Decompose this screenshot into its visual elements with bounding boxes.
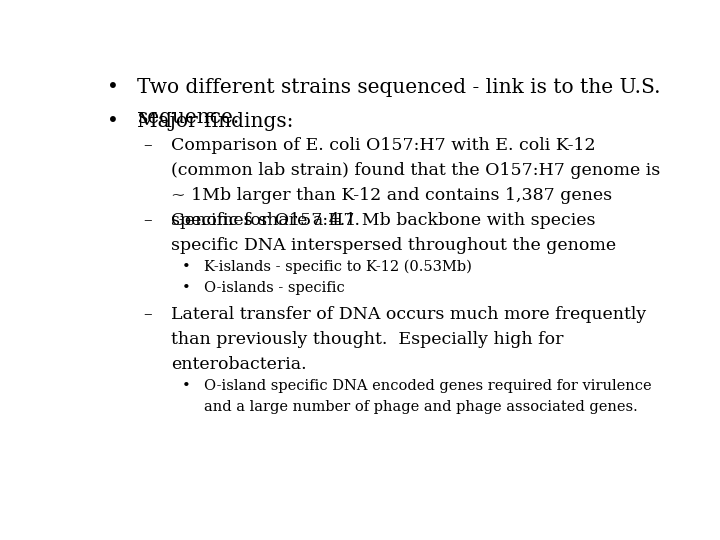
Text: ~ 1Mb larger than K-12 and contains 1,387 genes: ~ 1Mb larger than K-12 and contains 1,38… — [171, 187, 612, 204]
Text: specific for O157:H7.: specific for O157:H7. — [171, 212, 360, 229]
Text: –: – — [143, 212, 152, 229]
Text: than previously thought.  Especially high for: than previously thought. Especially high… — [171, 332, 564, 348]
Text: •: • — [182, 379, 191, 393]
Text: specific DNA interspersed throughout the genome: specific DNA interspersed throughout the… — [171, 237, 616, 254]
Text: O-islands - specific: O-islands - specific — [204, 281, 345, 295]
Text: Genomes share a 4.1 Mb backbone with species: Genomes share a 4.1 Mb backbone with spe… — [171, 212, 595, 229]
Text: •: • — [182, 260, 191, 274]
Text: sequence.: sequence. — [138, 108, 240, 127]
Text: enterobacteria.: enterobacteria. — [171, 356, 307, 373]
Text: and a large number of phage and phage associated genes.: and a large number of phage and phage as… — [204, 400, 638, 414]
Text: •: • — [182, 281, 191, 295]
Text: Lateral transfer of DNA occurs much more frequently: Lateral transfer of DNA occurs much more… — [171, 306, 646, 323]
Text: –: – — [143, 306, 152, 323]
Text: –: – — [143, 137, 152, 154]
Text: K-islands - specific to K-12 (0.53Mb): K-islands - specific to K-12 (0.53Mb) — [204, 260, 472, 274]
Text: Comparison of E. coli O157:H7 with E. coli K-12: Comparison of E. coli O157:H7 with E. co… — [171, 137, 595, 154]
Text: Two different strains sequenced - link is to the U.S.: Two different strains sequenced - link i… — [138, 78, 661, 97]
Text: •: • — [107, 78, 119, 97]
Text: Major findings:: Major findings: — [138, 112, 294, 131]
Text: O-island specific DNA encoded genes required for virulence: O-island specific DNA encoded genes requ… — [204, 379, 652, 393]
Text: •: • — [107, 112, 119, 131]
Text: (common lab strain) found that the O157:H7 genome is: (common lab strain) found that the O157:… — [171, 162, 660, 179]
